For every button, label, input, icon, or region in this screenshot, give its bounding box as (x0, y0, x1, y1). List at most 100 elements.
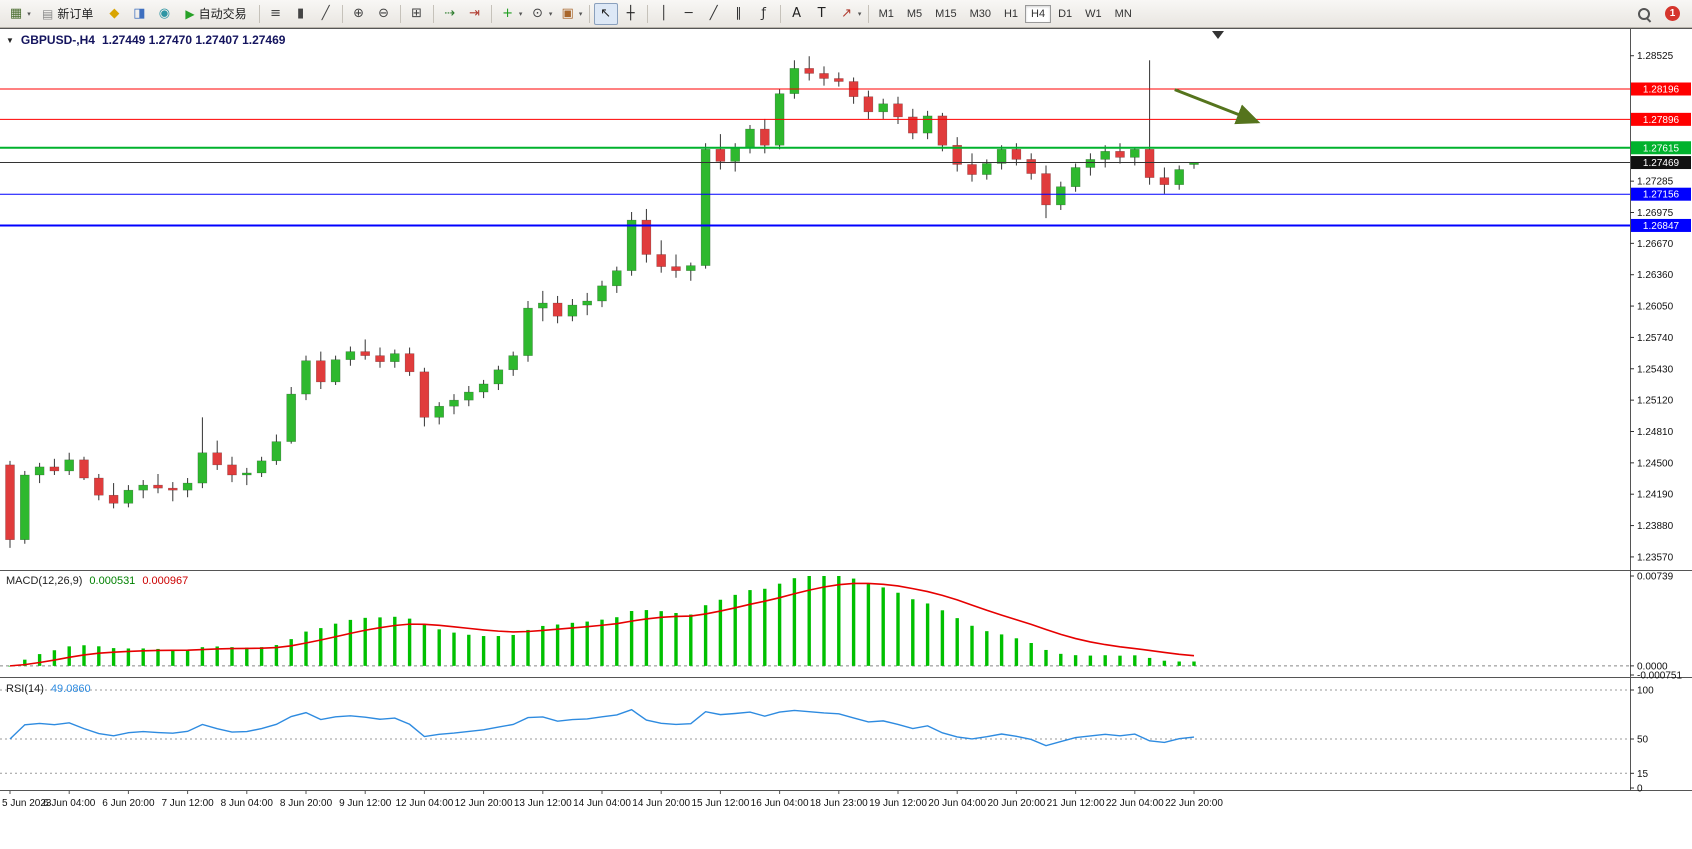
price-tick: 1.25430 (1637, 364, 1674, 375)
metaeditor-icon[interactable]: ◆ (109, 6, 120, 21)
chart-canvas[interactable]: 1.28196 1.27896 1.27615 1.27469 1.27156 1.268… (0, 28, 1692, 849)
support-line-blue-upper-price-label (1631, 187, 1691, 201)
candles-layer (5, 56, 1199, 548)
rsi-tick: 0 (1637, 784, 1643, 795)
zoom-in-icon[interactable]: ⊕ (353, 6, 365, 21)
time-label: 16 Jun 04:00 (751, 798, 809, 809)
new-order-button[interactable]: ▤ 新订单 (34, 4, 101, 24)
ohlc-values: 1.27449 1.27470 1.27407 1.27469 (101, 33, 286, 47)
macd-label: MACD(12,26,9) (6, 575, 83, 587)
new-chart-icon-dropdown[interactable]: ▾ (27, 10, 31, 18)
time-label: 21 Jun 12:00 (1047, 798, 1105, 809)
time-label: 14 Jun 20:00 (632, 798, 690, 809)
toolbar-separator (490, 4, 492, 23)
price-tick: 1.26670 (1637, 239, 1674, 250)
trendline-icon[interactable]: ╱ (709, 6, 718, 21)
macd-signal-line (9, 582, 1195, 667)
tile-windows-icon[interactable]: ⊞ (411, 6, 423, 21)
indicators-icon-dropdown[interactable]: ▾ (518, 10, 523, 18)
toolbar: ▦ ▾ ▤ 新订单 ◆ ◨ ◉ ▶ 自动交易 ≡ ▮ ╱ ⊕ ⊖ ⊞ ⇢ ⇥ + ▾ ⊙ ▾ ▣ ▾ ↖ ┼ │ ─ ╱ ∥ ƒ A T ↗ ▾ M… (0, 0, 1692, 28)
symbol-dropdown-icon[interactable]: ▼ (6, 35, 14, 45)
search-icon[interactable] (1636, 6, 1652, 22)
periods-icon-dropdown[interactable]: ▾ (548, 10, 553, 18)
time-label: 12 Jun 04:00 (395, 798, 453, 809)
chart-shift-icon[interactable]: ⇥ (469, 6, 481, 21)
rsi-tick: 15 (1637, 769, 1649, 780)
time-label: 5 Jun 2023 (2, 798, 52, 809)
svg-text:1.26847: 1.26847 (1643, 221, 1680, 232)
autotrading-button[interactable]: ▶ 自动交易 (177, 4, 254, 24)
timeframe-mn-button[interactable]: MN (1109, 5, 1138, 23)
profiles-icon[interactable]: ◨ (133, 6, 146, 21)
price-tick: 1.25740 (1637, 333, 1674, 344)
timeframe-m30-button[interactable]: M30 (964, 5, 997, 23)
bar-chart-icon[interactable]: ≡ (270, 6, 282, 21)
macd-tick: 0.0000 (1637, 661, 1668, 672)
rsi-line (9, 708, 1195, 747)
time-label: 8 Jun 20:00 (280, 798, 333, 809)
time-label: 6 Jun 20:00 (102, 798, 155, 809)
auto-scroll-icon[interactable]: ⇢ (444, 6, 456, 21)
chart-shift-marker[interactable] (1212, 31, 1224, 39)
arrows-icon[interactable]: ↗ (841, 6, 853, 21)
autotrading-icon: ▶ (185, 6, 195, 21)
svg-text:1.27896: 1.27896 (1643, 115, 1680, 126)
time-label: 8 Jun 04:00 (221, 798, 274, 809)
price-tick: 1.26360 (1637, 270, 1674, 281)
chart-title: ▼ GBPUSD-,H4 1.27449 1.27470 1.27407 1.2… (6, 33, 285, 47)
timeframe-h1-button[interactable]: H1 (998, 5, 1024, 23)
trend-arrow[interactable] (1174, 88, 1261, 125)
rsi-label: RSI(14) (6, 683, 44, 695)
text-icon[interactable]: A (792, 6, 802, 21)
support-line-green-price-label (1631, 141, 1691, 155)
toolbar-separator (646, 4, 648, 23)
price-tick: 1.26975 (1637, 208, 1674, 219)
rsi-header: RSI(14) 49.0860 (6, 683, 91, 695)
price-tick: 1.24190 (1637, 490, 1674, 501)
cursor-icon[interactable]: ↖ (593, 2, 618, 25)
templates-icon[interactable]: ▣ (561, 6, 574, 21)
svg-text:1.27469: 1.27469 (1643, 158, 1680, 169)
toolbar-separator (867, 4, 869, 23)
svg-text:1.28196: 1.28196 (1643, 85, 1680, 96)
line-chart-icon[interactable]: ╱ (321, 6, 330, 21)
timeframe-w1-button[interactable]: W1 (1079, 5, 1108, 23)
templates-icon-dropdown[interactable]: ▾ (578, 10, 583, 18)
new-chart-icon[interactable]: ▦ (9, 6, 23, 21)
timeframe-h4-button[interactable]: H4 (1025, 4, 1052, 23)
timeframe-m15-button[interactable]: M15 (929, 5, 962, 23)
horizontal-line-icon[interactable]: ─ (684, 6, 693, 21)
macd-histogram (8, 576, 1196, 667)
time-label: 13 Jun 12:00 (514, 798, 572, 809)
price-tick: 1.27285 (1637, 177, 1674, 188)
time-label: 20 Jun 04:00 (928, 798, 986, 809)
toolbar-separator (341, 4, 343, 23)
symbol-label: GBPUSD-,H4 (20, 33, 95, 47)
crosshair-icon[interactable]: ┼ (626, 6, 635, 21)
macd-tick: 0.00739 (1637, 572, 1674, 583)
timeframe-m5-button[interactable]: M5 (901, 5, 928, 23)
fibonacci-icon[interactable]: ƒ (761, 6, 766, 21)
arrows-icon-dropdown[interactable]: ▾ (857, 10, 862, 18)
time-label: 9 Jun 12:00 (339, 798, 392, 809)
timeframe-d1-button[interactable]: D1 (1052, 5, 1078, 23)
timeframe-m1-button[interactable]: M1 (873, 5, 900, 23)
zoom-out-icon[interactable]: ⊖ (378, 6, 390, 21)
candlestick-chart-icon[interactable]: ▮ (297, 6, 305, 21)
channel-icon[interactable]: ∥ (735, 6, 742, 21)
price-tick: 1.28525 (1637, 51, 1674, 62)
resistance-line-upper-price-label (1631, 82, 1691, 96)
support-icon[interactable]: ◉ (158, 6, 171, 21)
price-tick: 1.26050 (1637, 302, 1674, 313)
time-label: 20 Jun 20:00 (987, 798, 1045, 809)
text-label-icon[interactable]: T (817, 6, 826, 21)
svg-text:1.27156: 1.27156 (1643, 190, 1680, 201)
macd-header: MACD(12,26,9) 0.000531 0.000967 (6, 575, 188, 587)
periods-icon[interactable]: ⊙ (532, 6, 544, 21)
price-tick: 1.24500 (1637, 458, 1674, 469)
notification-badge[interactable]: 1 (1665, 6, 1680, 21)
indicators-icon[interactable]: + (502, 6, 514, 21)
vertical-line-icon[interactable]: │ (659, 6, 668, 21)
